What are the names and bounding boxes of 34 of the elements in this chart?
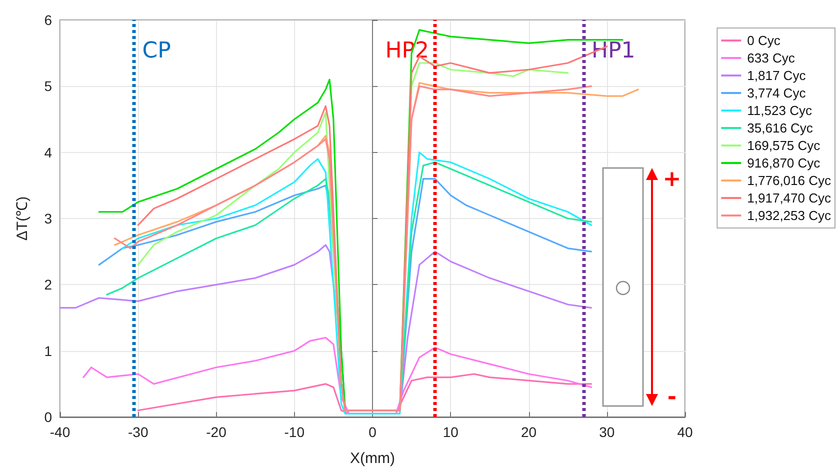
legend-label: 11,523 Cyc bbox=[747, 103, 812, 118]
y-tick-label: 5 bbox=[44, 78, 52, 94]
y-tick-label: 6 bbox=[44, 12, 52, 28]
annotation: + bbox=[662, 167, 682, 192]
legend-label: 169,575 Cyc bbox=[747, 138, 821, 153]
x-axis-title: X(mm) bbox=[350, 450, 395, 467]
y-axis-title: ΔT(℃) bbox=[14, 196, 31, 241]
legend-label: 35,616 Cyc bbox=[747, 120, 814, 136]
y-tick-label: 2 bbox=[44, 276, 52, 293]
x-tick-label: 40 bbox=[677, 424, 693, 440]
legend-label: 1,917,470 Cyc bbox=[747, 190, 832, 206]
y-tick-label: 0 bbox=[44, 409, 52, 425]
legend-label: 1,776,016 Cyc bbox=[747, 173, 832, 188]
y-tick-label: 3 bbox=[44, 210, 52, 226]
x-tick-label: 10 bbox=[442, 424, 459, 440]
y-tick-label: 4 bbox=[44, 144, 52, 160]
x-tick-label: -20 bbox=[206, 424, 227, 440]
x-tick-label: -10 bbox=[284, 424, 305, 440]
legend-label: 1,817 Cyc bbox=[747, 68, 806, 83]
x-tick-label: 30 bbox=[599, 424, 615, 440]
x-tick-label: 20 bbox=[520, 424, 537, 440]
x-tick-label: 0 bbox=[368, 424, 377, 440]
legend-label: 633 Cyc bbox=[747, 50, 796, 66]
legend-label: 1,932,253 Cyc bbox=[747, 208, 832, 223]
x-tick-label: -30 bbox=[128, 424, 148, 440]
ref-line-label: CP bbox=[142, 38, 171, 64]
x-tick-label: -40 bbox=[50, 424, 70, 440]
line-series bbox=[137, 373, 592, 414]
legend-label: 3,774 Cyc bbox=[747, 86, 806, 100]
legend-label: 916,870 Cyc bbox=[747, 156, 821, 170]
y-tick-label: 1 bbox=[44, 342, 52, 359]
annotation: - bbox=[667, 385, 677, 410]
legend-label: 0 Cyc bbox=[747, 33, 781, 48]
line-series bbox=[82, 336, 592, 414]
